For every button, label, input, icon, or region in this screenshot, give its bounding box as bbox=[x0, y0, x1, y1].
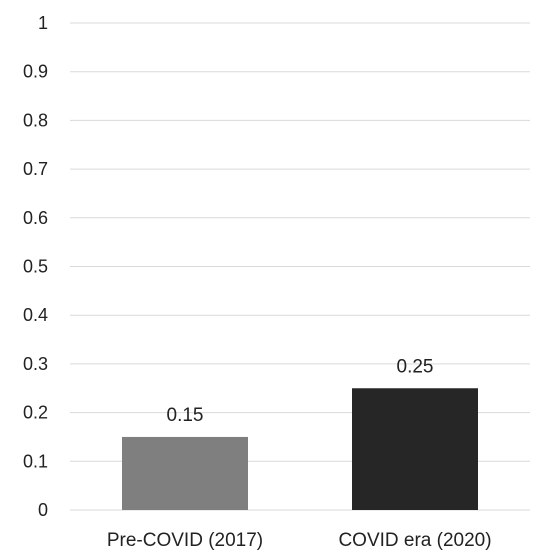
data-label: 0.25 bbox=[397, 356, 434, 377]
y-tick-label: 0.5 bbox=[23, 257, 48, 277]
category-label: Pre-COVID (2017) bbox=[107, 530, 263, 551]
bars bbox=[122, 388, 478, 510]
y-tick-label: 1 bbox=[38, 13, 48, 33]
y-tick-label: 0.4 bbox=[23, 305, 48, 325]
y-tick-label: 0 bbox=[38, 500, 48, 520]
y-tick-label: 0.3 bbox=[23, 354, 48, 374]
bar bbox=[352, 388, 478, 510]
bar bbox=[122, 436, 248, 510]
y-tick-label: 0.6 bbox=[23, 208, 48, 228]
category-label: COVID era (2020) bbox=[338, 530, 491, 551]
x-axis-category-labels: Pre-COVID (2017) COVID era (2020) bbox=[107, 530, 492, 551]
data-label: 0.15 bbox=[167, 405, 204, 426]
y-tick-label: 0.2 bbox=[23, 403, 48, 423]
y-axis-tick-labels: 0 0.1 0.2 0.3 0.4 0.5 0.6 0.7 0.8 0.9 1 bbox=[23, 13, 48, 520]
data-labels: 0.15 0.25 bbox=[167, 356, 434, 426]
y-tick-label: 0.1 bbox=[23, 451, 48, 471]
y-tick-label: 0.9 bbox=[23, 62, 48, 82]
y-tick-label: 0.8 bbox=[23, 110, 48, 130]
y-tick-label: 0.7 bbox=[23, 159, 48, 179]
